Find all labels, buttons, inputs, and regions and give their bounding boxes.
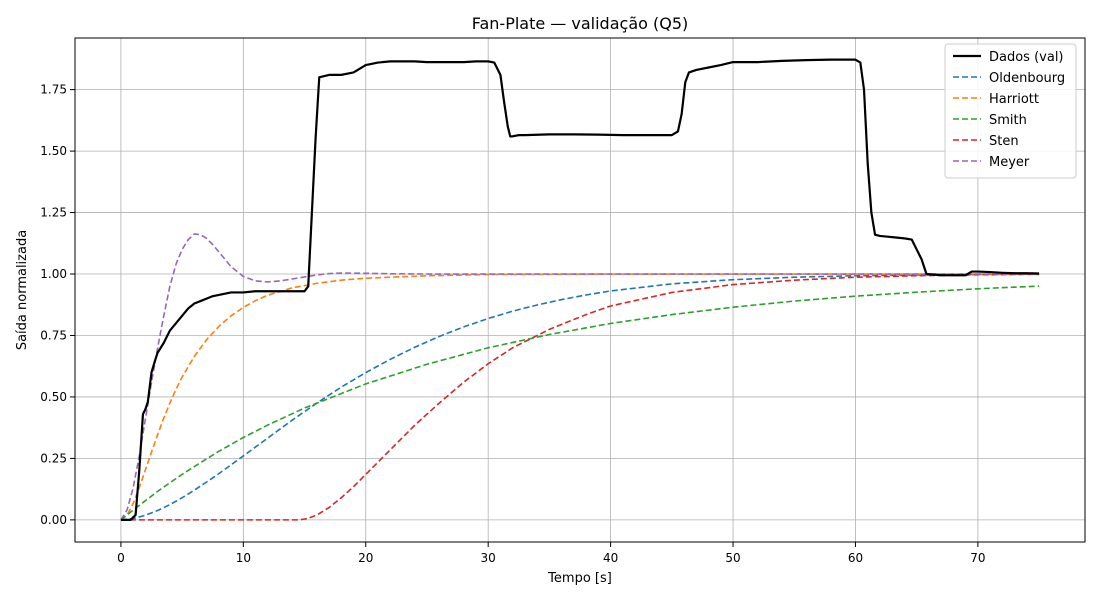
x-axis: 0 10 20 30 40 50 60 70 [117, 542, 986, 565]
y-axis: 0.00 0.25 0.50 0.75 1.00 1.25 1.50 1.75 [40, 83, 75, 527]
y-tick-label: 0.75 [40, 328, 67, 342]
plot-area [120, 58, 1040, 521]
legend-label: Dados (val) [989, 50, 1064, 65]
series-line-smith [120, 285, 1040, 521]
y-tick-label: 1.00 [40, 267, 67, 281]
series-line-dados-val [120, 58, 1040, 521]
x-tick-label: 60 [848, 551, 863, 565]
series-line-oldenbourg [120, 273, 1040, 521]
grid [75, 38, 1085, 542]
plot-frame [74, 37, 1086, 543]
y-tick-label: 0.25 [40, 451, 67, 465]
x-axis-label: Tempo [s] [547, 571, 612, 586]
x-tick-label: 30 [481, 551, 496, 565]
chart-title: Fan-Plate — validação (Q5) [472, 14, 689, 33]
x-tick-label: 40 [603, 551, 618, 565]
x-tick-label: 0 [117, 551, 125, 565]
x-tick-label: 50 [725, 551, 740, 565]
legend-label: Sten [989, 134, 1019, 149]
legend-box [944, 43, 1077, 179]
legend-label: Meyer [989, 155, 1030, 170]
y-tick-label: 1.75 [40, 83, 67, 97]
y-axis-label: Saída normalizada [15, 230, 30, 350]
x-tick-label: 10 [236, 551, 251, 565]
legend-label: Smith [989, 113, 1027, 128]
y-tick-label: 0.00 [40, 513, 67, 527]
legend-label: Oldenbourg [989, 71, 1065, 86]
series-line-sten [120, 273, 1040, 521]
legend: Dados (val) Oldenbourg Harriott Smith Sten Me… [944, 43, 1077, 179]
legend-label: Harriott [989, 92, 1039, 107]
y-tick-label: 1.25 [40, 206, 67, 220]
x-tick-label: 20 [358, 551, 373, 565]
y-tick-label: 0.50 [40, 390, 67, 404]
y-tick-label: 1.50 [40, 144, 67, 158]
series-line-meyer [120, 233, 1040, 521]
x-tick-label: 70 [970, 551, 985, 565]
